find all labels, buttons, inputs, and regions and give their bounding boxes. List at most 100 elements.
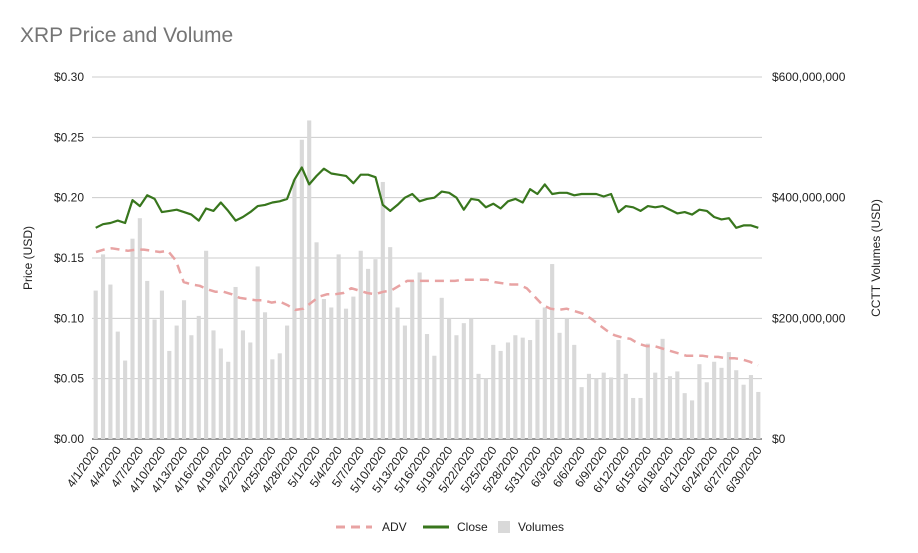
volume-bar (704, 382, 709, 439)
volume-bar (159, 290, 165, 439)
volume-bars (93, 120, 761, 440)
volume-bar (712, 361, 717, 439)
volume-bar (439, 297, 444, 439)
volume-bar (270, 359, 275, 439)
volume-bar (388, 247, 393, 439)
volume-bar (189, 335, 194, 439)
right-axis-ticks: $0 $200,000,000 $400,000,000 $600,000,000 (772, 70, 846, 446)
legend-item-close: Close (423, 520, 488, 534)
volume-bar (115, 331, 120, 439)
volume-bar (314, 242, 319, 439)
volume-bar (454, 335, 459, 439)
volume-bar (248, 342, 253, 439)
volume-bar (196, 315, 201, 439)
left-tick-label: $0.15 (54, 251, 84, 265)
volume-bar (262, 312, 268, 439)
volume-bar (572, 344, 577, 439)
volume-bar (667, 376, 673, 439)
legend-swatch (498, 521, 510, 533)
legend: ADV Close Volumes (336, 520, 564, 534)
volume-bar (557, 332, 562, 439)
left-tick-label: $0.20 (54, 191, 84, 205)
volume-bar (638, 397, 643, 439)
volume-bar (579, 387, 584, 439)
volume-bar (167, 350, 172, 439)
volume-bar (491, 344, 496, 439)
volume-bar (417, 272, 422, 439)
left-axis-ticks: $0.00 $0.05 $0.10 $0.15 $0.20 $0.25 $0.30 (54, 70, 84, 446)
volume-bar (682, 393, 687, 439)
volume-bar (660, 338, 665, 439)
volume-bar (336, 254, 341, 439)
volume-bar (528, 340, 533, 439)
volume-bar (233, 286, 238, 439)
left-tick-label: $0.10 (54, 311, 84, 325)
volume-bar (255, 266, 260, 439)
volume-bar (380, 181, 385, 440)
volume-bar (358, 250, 363, 439)
volume-bar (483, 378, 488, 439)
volume-bar (623, 373, 628, 439)
volume-bar (204, 250, 209, 439)
chart-title: XRP Price and Volume (20, 24, 234, 47)
volume-bar (601, 372, 606, 439)
adv-line (95, 247, 759, 367)
volume-bar (756, 391, 761, 439)
right-tick-label: $200,000,000 (772, 311, 846, 325)
volume-bar (719, 367, 724, 439)
volume-bar (550, 264, 555, 439)
volume-bar (366, 268, 371, 439)
volume-bar (653, 372, 658, 439)
volume-bar (299, 139, 304, 439)
volume-bar (505, 342, 511, 439)
volume-bar (631, 397, 636, 439)
volume-bar (520, 337, 525, 439)
right-tick-label: $600,000,000 (772, 70, 846, 84)
volume-bar (697, 364, 702, 439)
price-lines (95, 166, 759, 367)
volume-bar (174, 325, 179, 439)
volume-bar (564, 318, 569, 439)
volume-bar (373, 259, 378, 439)
volume-bar (307, 120, 312, 439)
volume-bar (432, 355, 437, 439)
volume-bar (108, 284, 113, 439)
right-tick-label: $400,000,000 (772, 191, 846, 205)
volume-bar (218, 348, 223, 439)
close-line (95, 166, 759, 229)
volume-bar (402, 325, 407, 439)
volume-bar (616, 340, 621, 439)
volume-bar (351, 296, 356, 439)
volume-bar (321, 299, 326, 439)
right-axis-title: CCTT Volumes (USD) (869, 199, 883, 317)
volume-bar (498, 350, 503, 439)
volume-bar (645, 343, 650, 439)
volume-bar (734, 370, 739, 439)
volume-bar (542, 307, 547, 439)
left-tick-label: $0.30 (54, 70, 84, 84)
left-tick-label: $0.00 (54, 432, 84, 446)
volume-bar (145, 280, 150, 439)
volume-bar (594, 378, 599, 439)
volume-bar (741, 384, 746, 439)
volume-bar (93, 290, 98, 439)
volume-bar (277, 353, 282, 439)
x-axis-ticks: 4/1/20204/4/20204/7/20204/10/20204/13/20… (64, 443, 765, 495)
left-axis-title: Price (USD) (21, 226, 35, 290)
volume-bar (535, 319, 540, 439)
volume-bar (748, 375, 754, 439)
volume-bar (181, 300, 187, 439)
legend-label: ADV (382, 520, 407, 534)
volume-bar (410, 280, 415, 439)
volume-bar (137, 218, 142, 439)
left-tick-label: $0.05 (54, 372, 84, 386)
volume-bar (513, 335, 518, 439)
volume-bar (726, 352, 731, 439)
legend-label: Close (457, 520, 488, 534)
volume-bar (689, 400, 695, 439)
volume-bar (395, 307, 400, 439)
volume-bar (343, 308, 349, 439)
volume-bar (461, 323, 466, 439)
volume-bar (226, 361, 231, 439)
